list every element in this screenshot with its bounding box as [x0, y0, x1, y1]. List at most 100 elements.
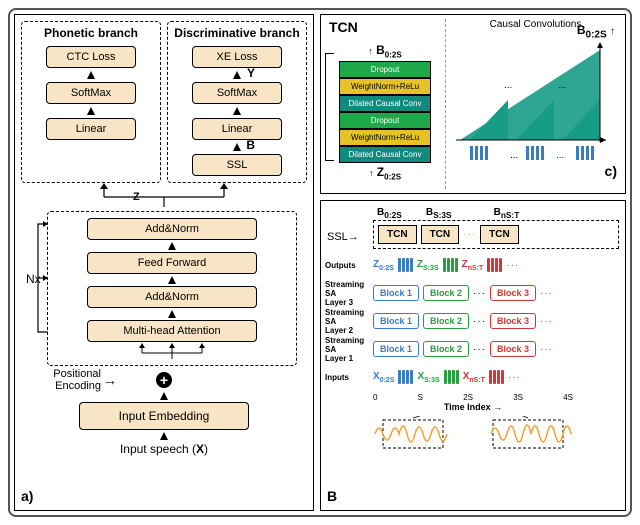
tcn-box-3: TCN [480, 225, 519, 244]
ssl-label: SSL→ [327, 231, 359, 243]
svg-text:...: ... [504, 80, 512, 91]
b-label: B [246, 138, 255, 152]
sa-block-2c: Block 2 [423, 341, 469, 357]
x-label-0: X0:2S [373, 371, 394, 384]
ticks-icon [489, 370, 504, 384]
tcn-dropout-1: Dropout [339, 61, 431, 78]
arrow-icon [168, 242, 176, 250]
figure-container: a) Phonetic branch CTC Loss SoftMax Line… [8, 8, 632, 517]
tcn-box-1: TCN [378, 225, 417, 244]
dots-icon: ··· [473, 344, 486, 355]
z-label-2: ZnS:T [462, 259, 484, 272]
sa-block-1c: Block 1 [373, 341, 419, 357]
ticks-icon [487, 258, 502, 272]
sa-block-3: Block 3 [490, 285, 536, 301]
arrow-icon [87, 71, 95, 79]
time-index-label: Time Index → [373, 402, 573, 412]
dots-icon: ··· [463, 229, 476, 240]
arrow-icon [160, 392, 168, 400]
tcn-b-output: ↑ B0:2S [368, 43, 401, 59]
sa-block-2: Block 2 [423, 285, 469, 301]
plus-icon: + [156, 372, 172, 388]
panel-b: B B0:2S BS:3S BnS:T SSL→ TCN TCN ··· TCN… [320, 200, 626, 511]
tcn-b-right: B0:2S ↑ [577, 23, 615, 40]
tcn-dropout-2: Dropout [339, 112, 431, 129]
branches-row: Phonetic branch CTC Loss SoftMax Linear … [21, 21, 307, 183]
svg-text:...: ... [556, 150, 564, 161]
waveform-icon [373, 416, 619, 455]
panel-c: TCN c) ↑ B0:2S Dropout WeightNorm+ReLu D… [320, 14, 626, 194]
phonetic-title: Phonetic branch [44, 26, 138, 40]
tcn-dcc-2: Dilated Causal Conv [339, 146, 431, 163]
z-label-0: Z0:2S [373, 259, 394, 272]
row-label-l3: Streaming SALayer 3 [325, 280, 371, 307]
x-label-2: XnS:T [463, 371, 485, 384]
tcn-wnrelu-1: WeightNorm+ReLu [339, 78, 431, 95]
softmax-block: SoftMax [46, 82, 136, 104]
triple-arrow-icon [87, 343, 257, 359]
sa-block-2b: Block 2 [423, 313, 469, 329]
branching-arrows-icon [64, 183, 264, 207]
ssl-tcn-row: TCN TCN ··· TCN [373, 220, 619, 249]
x-label-1: XS:3S [417, 371, 439, 384]
xe-loss-block: XE Loss [192, 46, 282, 68]
softmax-block-2: SoftMax [192, 82, 282, 104]
linear-block-2: Linear [192, 118, 282, 140]
arrow-icon [233, 143, 241, 151]
arrow-icon [168, 276, 176, 284]
dots-icon: ··· [506, 260, 519, 271]
tcn-z-input: ↑ Z0:2S [369, 165, 401, 181]
tick-4s: 4S [563, 393, 573, 402]
dots-icon: ··· [540, 288, 553, 299]
bracket-icon [325, 53, 334, 161]
row-label-l1: Streaming SALayer 1 [325, 336, 371, 363]
residual-arrow-icon [34, 216, 48, 336]
tick-0: 0 [373, 393, 377, 402]
row-label-l2: Streaming SALayer 2 [325, 308, 371, 335]
layer2-row: Streaming SALayer 2 Block 1 Block 2 ··· … [373, 307, 619, 335]
z-label-1: ZS:3S [417, 259, 439, 272]
y-label: Y [247, 66, 255, 80]
row-label-outputs: Outputs [325, 261, 371, 270]
tcn-stack-column: ↑ B0:2S Dropout WeightNorm+ReLu Dilated … [325, 19, 445, 189]
ticks-icon [444, 370, 459, 384]
time-axis: 0 S 2S 3S 4S [373, 393, 573, 402]
layer1-row: Streaming SALayer 1 Block 1 Block 2 ··· … [373, 335, 619, 363]
tick-2s: 2S [463, 393, 473, 402]
ticks-icon [398, 370, 413, 384]
sa-block-3c: Block 3 [490, 341, 536, 357]
ticks-icon [443, 258, 458, 272]
arrow-icon [233, 107, 241, 115]
arrow-icon [87, 107, 95, 115]
b-label-2: BnS:T [494, 207, 520, 220]
posenc-label: PositionalEncoding [31, 368, 101, 392]
ticks-icon [398, 258, 413, 272]
discriminative-branch: Discriminative branch XE Loss Y SoftMax … [167, 21, 307, 183]
tick-s: S [418, 393, 423, 402]
input-stack: PositionalEncoding → + Input Embedding I… [21, 370, 307, 456]
sa-block-3b: Block 3 [490, 313, 536, 329]
tcn-dcc-1: Dilated Causal Conv [339, 95, 431, 112]
ctc-loss-block: CTC Loss [46, 46, 136, 68]
sa-block-1b: Block 1 [373, 313, 419, 329]
arrow-icon [233, 71, 241, 79]
inputs-row: Inputs X0:2S XS:3S XnS:T ··· [373, 363, 619, 391]
b-labels-row: B0:2S BS:3S BnS:T [377, 207, 619, 220]
b-label-1: BS:3S [426, 207, 452, 220]
encoder-box: Nx Add&Norm Feed Forward Add&Norm Multi-… [47, 211, 297, 366]
outputs-row: Outputs Z0:2S ZS:3S ZnS:T ··· [373, 251, 619, 279]
dots-icon: ··· [540, 316, 553, 327]
discriminative-title: Discriminative branch [174, 26, 299, 40]
addnorm-block-2: Add&Norm [87, 286, 257, 308]
input-speech-label: Input speech (X) [120, 442, 208, 456]
svg-text:...: ... [558, 80, 566, 91]
dots-icon: ··· [473, 288, 486, 299]
linear-block: Linear [46, 118, 136, 140]
tick-3s: 3S [513, 393, 523, 402]
feedforward-block: Feed Forward [87, 252, 257, 274]
z-label: Z [133, 191, 140, 203]
b-label-0: B0:2S [377, 207, 402, 220]
arrow-right-icon: → [103, 372, 117, 388]
panel-a: a) Phonetic branch CTC Loss SoftMax Line… [14, 14, 314, 511]
dots-icon: ··· [473, 316, 486, 327]
